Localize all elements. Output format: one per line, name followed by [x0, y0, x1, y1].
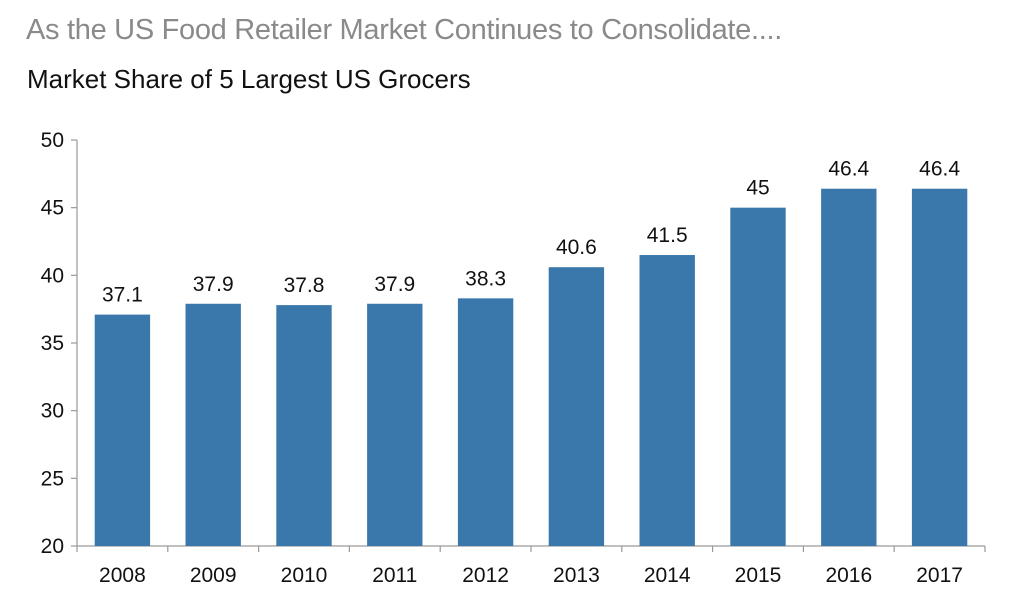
bar [94, 314, 151, 546]
y-tick-label: 50 [41, 129, 64, 152]
x-tick-label: 2011 [372, 564, 417, 587]
bar [367, 303, 423, 546]
data-labels: 37.1 37.9 37.8 37.9 38.3 40.6 41.5 45 46.4 46.4 [102, 158, 960, 307]
bars [94, 188, 968, 547]
y-tick-label: 20 [41, 535, 64, 558]
data-label: 37.9 [374, 273, 415, 296]
bar [911, 188, 968, 546]
data-label: 41.5 [647, 224, 688, 247]
data-label: 38.3 [465, 267, 506, 290]
y-tick-label: 40 [41, 264, 64, 287]
x-tick-label: 2008 [99, 564, 146, 587]
data-label: 37.1 [102, 284, 143, 307]
y-tick-label: 35 [41, 332, 64, 355]
y-tick-label: 30 [41, 400, 64, 423]
chart-title: Market Share of 5 Largest US Grocers [27, 64, 471, 94]
x-tick-label: 2010 [281, 564, 328, 587]
data-label: 46.4 [919, 158, 960, 181]
y-tick-label: 25 [41, 467, 64, 490]
x-tick-label: 2016 [825, 564, 872, 587]
bar [548, 267, 605, 546]
page-headline: As the US Food Retailer Market Continues… [26, 14, 783, 46]
data-label: 46.4 [828, 158, 869, 181]
x-tick-label: 2013 [553, 564, 600, 587]
data-label: 45 [746, 177, 769, 200]
x-tick-label: 2012 [462, 564, 509, 587]
bar [276, 305, 332, 546]
y-axis: 20 25 30 35 40 45 50 [41, 129, 78, 558]
x-tick-label: 2015 [735, 564, 782, 587]
bar [185, 303, 241, 546]
x-tick-label: 2017 [916, 564, 963, 587]
data-label: 37.8 [284, 274, 325, 297]
bar [730, 207, 786, 546]
data-label: 40.6 [556, 236, 597, 259]
x-tick-label: 2009 [190, 564, 237, 587]
x-axis: 2008 2009 2010 2011 2012 2013 2014 2015 2016 2017 [76, 545, 986, 587]
data-label: 37.9 [193, 273, 234, 296]
bar [457, 298, 514, 546]
x-tick-label: 2014 [644, 564, 691, 587]
bar [639, 255, 695, 547]
bar [821, 188, 877, 546]
y-tick-label: 45 [41, 197, 64, 220]
